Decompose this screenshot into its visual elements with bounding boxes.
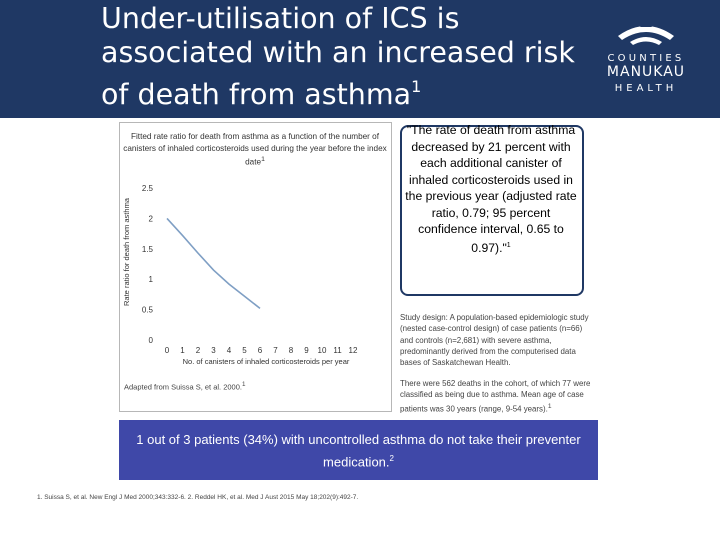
x-tick-label: 9 [304,346,309,355]
deaths-footnote: 1 [547,402,552,410]
x-axis-label: No. of canisters of inhaled corticostero… [183,357,350,366]
slide-title-text: Under-utilisation of ICS is associated w… [101,2,575,111]
x-tick-label: 7 [273,346,278,355]
x-tick-label: 0 [165,346,170,355]
x-tick-label: 12 [349,346,358,355]
x-tick-label: 3 [211,346,216,355]
y-tick-label: 2.5 [142,184,154,193]
key-message-banner [119,420,598,480]
logo-text-manukau: MANUKAU [606,64,686,80]
x-tick-label: 5 [242,346,247,355]
chart-source-text: Adapted from Suissa S, et al. 2000. [124,382,242,392]
quote-box [400,125,584,296]
key-message-body: 1 out of 3 patients (34%) with uncontrol… [136,432,581,470]
chart-panel [119,122,392,412]
deaths-body: There were 562 deaths in the cohort, of … [400,379,591,414]
x-tick-label: 6 [258,346,263,355]
quote-text: "The rate of death from asthma decreased… [404,122,578,256]
y-tick-label: 1 [149,275,154,284]
deaths-text: There were 562 deaths in the cohort, of … [400,378,600,415]
chart-title-footnote: 1 [261,156,265,163]
chart-title-text: Fitted rate ratio for death from asthma … [123,132,387,167]
logo-mark-icon [618,21,674,45]
study-design-text: Study design: A population-based epidemi… [400,313,589,368]
counties-manukau-logo: COUNTIES MANUKAU HEALTH [596,18,696,100]
title-bar [0,0,720,118]
x-tick-label: 1 [180,346,185,355]
slide-title-footnote: 1 [411,77,422,96]
y-tick-label: 0 [149,336,154,345]
chart-title: Fitted rate ratio for death from asthma … [123,131,387,168]
references: 1. Suissa S, et al. New Engl J Med 2000;… [37,494,359,501]
x-tick-label: 10 [318,346,327,355]
slide-title: Under-utilisation of ICS is associated w… [101,2,581,112]
y-tick-label: 0.5 [142,306,154,315]
chart-source: Adapted from Suissa S, et al. 2000.1 [124,381,245,392]
quote-footnote: 1 [506,241,511,249]
logo-text-counties: COUNTIES [607,53,685,64]
quote-body: "The rate of death from asthma decreased… [405,123,577,255]
y-tick-label: 2 [149,214,154,223]
x-tick-label: 8 [289,346,294,355]
y-axis-label: Rate ratio for death from asthma [122,197,131,306]
key-message-text: 1 out of 3 patients (34%) with uncontrol… [119,430,598,471]
logo-text-health: HEALTH [614,83,678,94]
chart-source-footnote: 1 [242,381,246,388]
y-tick-label: 1.5 [142,245,154,254]
x-tick-label: 11 [333,346,342,355]
series-line [166,217,261,310]
key-message-footnote: 2 [389,454,394,463]
x-tick-label: 2 [196,346,201,355]
x-tick-label: 4 [227,346,232,355]
